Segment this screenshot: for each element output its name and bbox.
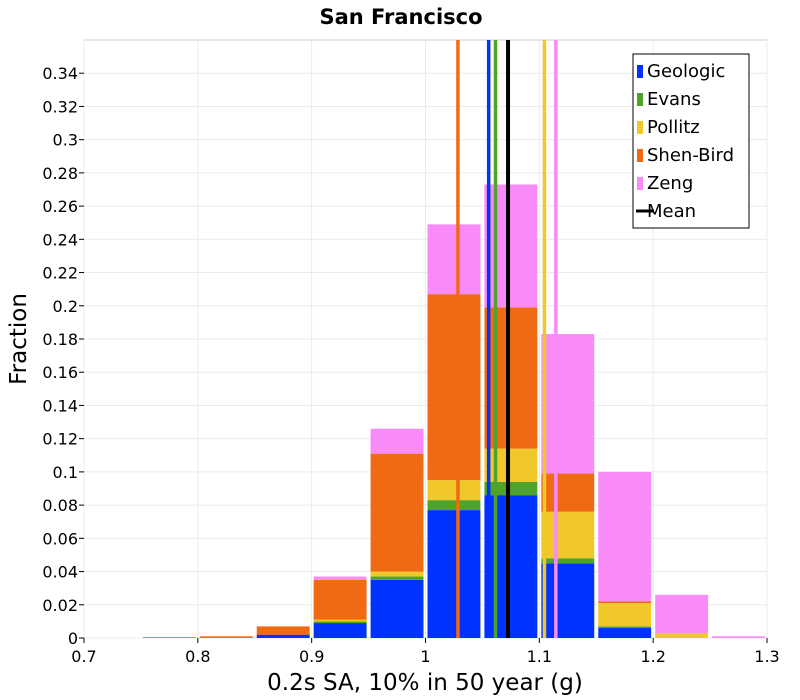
- bar-segment-shen-bird: [370, 453, 424, 572]
- bar-segment-geologic: [256, 634, 310, 638]
- bar-segment-geologic: [427, 510, 481, 638]
- x-tick-label: 0.9: [299, 647, 324, 666]
- bar-segment-shen-bird: [427, 294, 481, 481]
- y-tick-label: 0.2: [53, 297, 78, 316]
- bar-segment-zeng: [370, 428, 424, 454]
- y-tick-label: 0.24: [42, 230, 78, 249]
- y-tick-label: 0.34: [42, 64, 78, 83]
- bar-segment-evans: [484, 481, 538, 496]
- bar-segment-pollitz: [598, 603, 652, 627]
- x-tick-label: 1.3: [754, 647, 779, 666]
- y-tick-label: 0.18: [42, 330, 78, 349]
- bar-segment-evans: [598, 626, 652, 629]
- y-tick-label: 0.3: [53, 131, 78, 150]
- bar-segment-pollitz: [541, 511, 595, 559]
- x-tick-label: 1.2: [640, 647, 665, 666]
- x-tick-label: 0.8: [185, 647, 210, 666]
- bar-segment-geologic: [313, 623, 367, 638]
- legend-item-label: Geologic: [647, 61, 725, 82]
- x-tick-label: 1.1: [527, 647, 552, 666]
- bar-segment-pollitz: [370, 571, 424, 577]
- bar-segment-evans: [427, 500, 481, 511]
- y-tick-label: 0.1: [53, 463, 78, 482]
- bar-segment-zeng: [712, 636, 765, 638]
- y-tick-label: 0.06: [42, 529, 78, 548]
- bar-segment-shen-bird: [142, 637, 196, 638]
- bar-segment-pollitz: [313, 619, 367, 622]
- legend-swatch-geologic: [637, 65, 643, 78]
- legend-swatch-evans: [637, 93, 643, 106]
- bar-segment-evans: [370, 576, 424, 580]
- x-axis-label: 0.2s SA, 10% in 50 year (g): [267, 670, 583, 696]
- bar-segment-evans: [541, 558, 595, 564]
- bar-segment-pollitz: [484, 448, 538, 482]
- stacked-bars: [142, 184, 765, 638]
- bar-segment-pollitz: [427, 480, 481, 501]
- bar-segment-zeng: [484, 184, 538, 308]
- y-tick-label: 0.32: [42, 97, 78, 116]
- legend-box: [632, 53, 750, 229]
- x-axis-ticks: 0.7 0.8 0.9 1 1.1 1.2 1.3: [71, 638, 780, 666]
- bar-segment-zeng: [427, 224, 481, 295]
- bar-segment-shen-bird: [541, 473, 595, 512]
- bar-segment-geologic: [541, 563, 595, 638]
- bar-segment-shen-bird: [598, 601, 652, 604]
- legend-item-label: Shen-Bird: [647, 145, 734, 166]
- bar-segment-geologic: [598, 628, 652, 638]
- y-tick-label: 0.12: [42, 430, 78, 449]
- legend-swatch-pollitz: [637, 121, 643, 134]
- legend-swatch-zeng: [637, 177, 643, 190]
- bar-segment-pollitz: [655, 633, 709, 638]
- legend: Geologic Evans Pollitz Shen-Bird Zeng Mean: [632, 53, 750, 229]
- bar-segment-zeng: [541, 334, 595, 474]
- y-axis-ticks: 0 0.02 0.04 0.06 0.08 0.1 0.12 0.14 0.16 0.18 0.2 0…: [42, 64, 84, 648]
- bar-segment-evans: [313, 621, 367, 624]
- x-tick-label: 0.7: [71, 647, 96, 666]
- y-tick-label: 0.22: [42, 264, 78, 283]
- bar-segment-shen-bird: [313, 579, 367, 620]
- y-axis-label: Fraction: [6, 293, 32, 385]
- bar-segment-zeng: [598, 471, 652, 602]
- bar-segment-shen-bird: [484, 307, 538, 449]
- y-tick-label: 0: [68, 629, 78, 648]
- mean-lines: [456, 40, 558, 638]
- legend-item-label: Zeng: [647, 173, 693, 194]
- bar-segment-shen-bird: [199, 636, 253, 638]
- legend-item-label: Evans: [647, 89, 701, 110]
- bar-segment-geologic: [484, 495, 538, 638]
- legend-item-label: Pollitz: [647, 117, 700, 138]
- y-tick-label: 0.26: [42, 197, 78, 216]
- legend-swatch-shen-bird: [637, 149, 643, 162]
- y-tick-label: 0.14: [42, 396, 78, 415]
- y-tick-label: 0.16: [42, 363, 78, 382]
- bar-segment-geologic: [370, 579, 424, 638]
- y-tick-label: 0.08: [42, 496, 78, 515]
- bar-segment-shen-bird: [256, 626, 310, 635]
- bar-segment-zeng: [655, 594, 709, 634]
- chart-title: San Francisco: [319, 5, 482, 29]
- x-tick-label: 1: [420, 647, 430, 666]
- legend-item-label: Mean: [647, 201, 696, 222]
- y-tick-label: 0.02: [42, 596, 78, 615]
- y-tick-label: 0.28: [42, 164, 78, 183]
- y-tick-label: 0.04: [42, 563, 78, 582]
- bar-segment-zeng: [313, 576, 367, 580]
